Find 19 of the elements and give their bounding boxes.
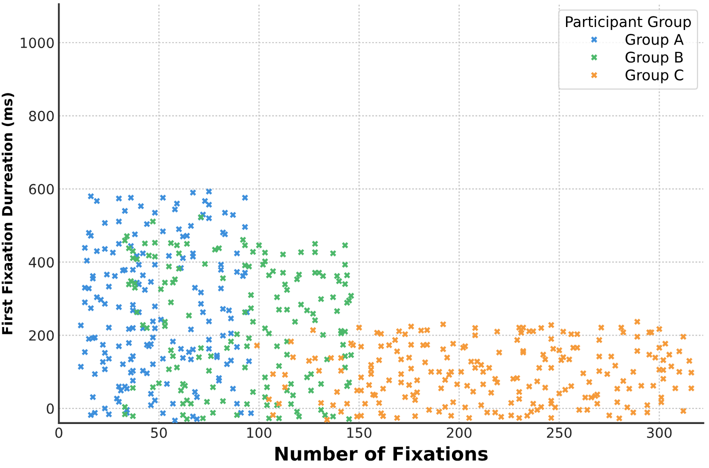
legend-label: Group B <box>626 52 683 66</box>
x-tick-label: 250 <box>546 427 572 438</box>
x-tick-label: 150 <box>347 427 372 438</box>
y-axis-title: First Fixaation Durreation (ms) <box>2 93 14 334</box>
legend-label: Group C <box>626 69 684 84</box>
y-tick-label: 0 <box>46 403 54 414</box>
y-tick-label: 1000 <box>20 38 54 48</box>
x-tick-label: 50 <box>151 427 167 438</box>
legend-label: Group A <box>626 34 684 48</box>
x-tick-label: 300 <box>647 427 672 438</box>
y-tick-label: 600 <box>29 184 54 194</box>
x-tick-label: 100 <box>247 427 272 438</box>
legend-title: Participant Group <box>566 16 691 30</box>
y-tick-label: 200 <box>29 330 54 341</box>
x-tick-label: 0 <box>55 427 62 438</box>
y-tick-label: 800 <box>29 110 54 122</box>
x-axis-title: Number of Fixations <box>275 446 488 461</box>
x-tick-label: 200 <box>446 427 472 438</box>
y-tick-label: 400 <box>28 257 54 268</box>
